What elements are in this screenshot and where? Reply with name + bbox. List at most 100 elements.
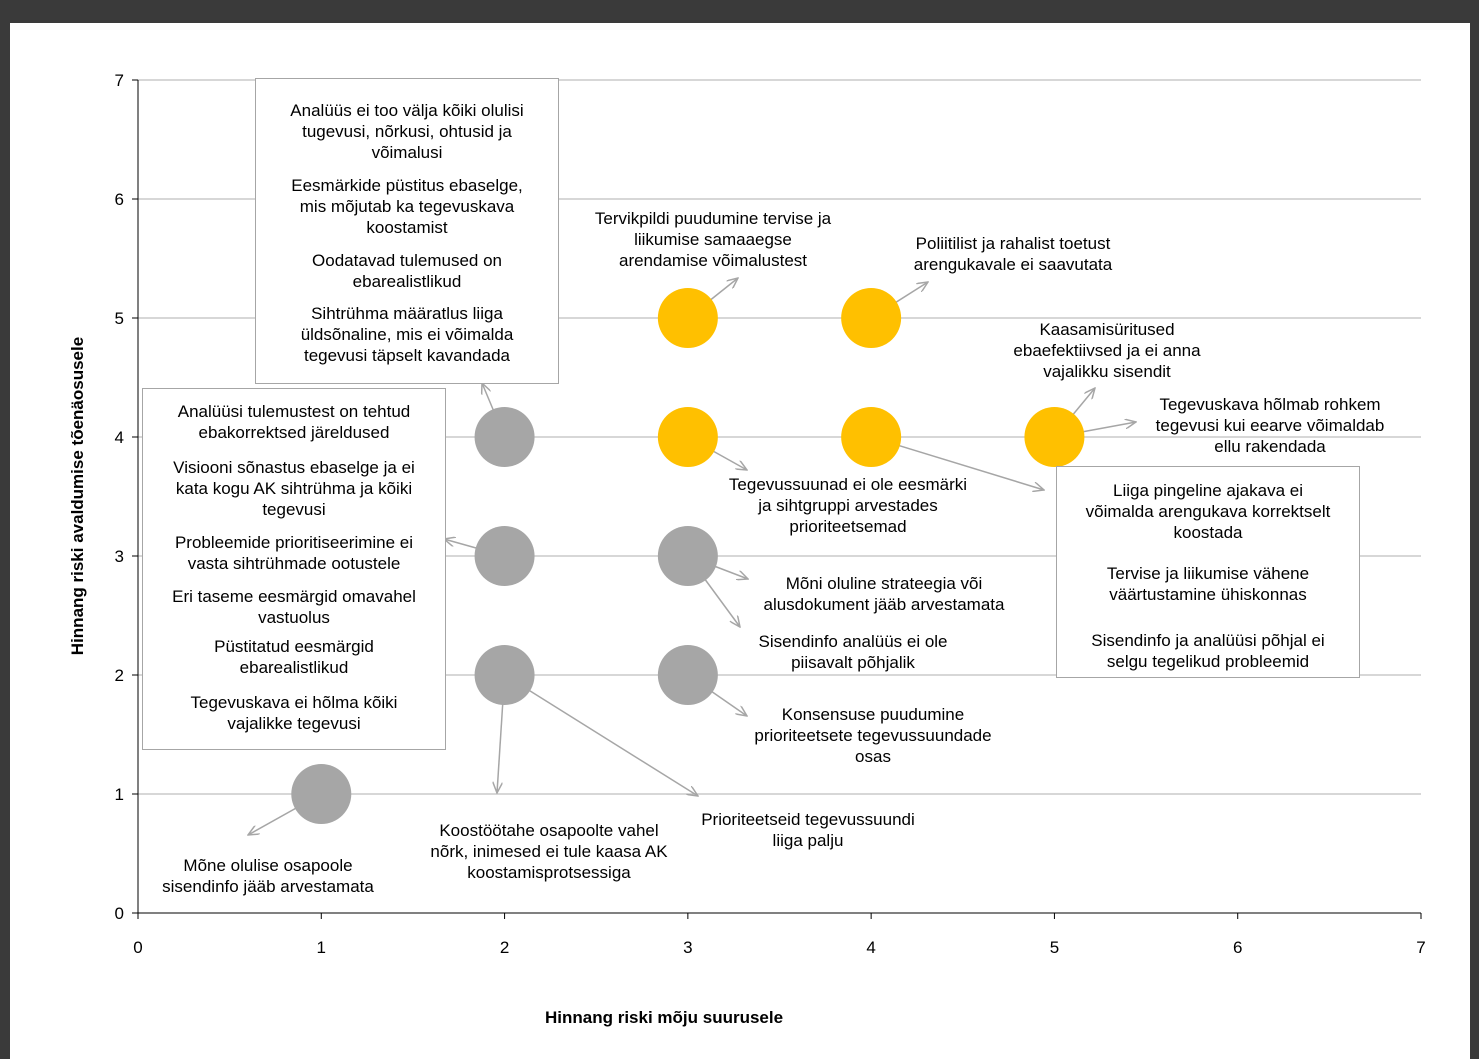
- y-tick-label: 7: [115, 71, 124, 90]
- box-item-line: Visiooni sõnastus ebaselge ja ei: [173, 458, 415, 477]
- label-line: vajalikku sisendit: [1043, 362, 1171, 381]
- box-item-line: Analüüsi tulemustest on tehtud: [177, 402, 411, 421]
- box-item-line: ebarealistlikud: [352, 272, 462, 291]
- label-strateegia: Mõni oluline strateegia või alusdokument …: [684, 573, 1084, 615]
- y-tick-label: 5: [115, 309, 124, 328]
- label-tegevuskava-rohkem: Tegevuskava hõlmab rohkem tegevusi kui ee…: [1070, 394, 1470, 457]
- box-item-line: võimalusi: [371, 143, 443, 162]
- box-item-line: koostamist: [366, 218, 448, 237]
- label-line: arengukavale ei saavutata: [913, 255, 1113, 274]
- box-item-line: Liiga pingeline ajakava ei: [1113, 481, 1303, 500]
- box-item-line: Tervise ja liikumise vähene: [1106, 564, 1310, 583]
- box-item-line: väärtustamine ühiskonnas: [1109, 585, 1307, 604]
- box-item-line: Probleemide prioritiseerimine ei: [174, 533, 414, 552]
- x-tick-label: 6: [1233, 938, 1242, 957]
- label-osapoole: Mõne olulise osapoole sisendinfo jääb arv…: [68, 855, 468, 897]
- box-item-line: võimalda arengukava korrektselt: [1085, 502, 1331, 521]
- data-point: [657, 288, 718, 348]
- label-line: ja sihtgruppi arvestades: [758, 496, 938, 515]
- label-konsensus: Konsensuse puudumine prioriteetsete tegev…: [673, 704, 1073, 767]
- label-line: nõrk, inimesed ei tule kaasa AK: [430, 842, 668, 861]
- label-line: arendamise võimalustest: [618, 251, 808, 270]
- label-line: osas: [855, 747, 891, 766]
- label-tervikpildi: Tervikpildi puudumine tervise ja liikumis…: [513, 208, 913, 271]
- label-prioriteetseid: Prioriteetseid tegevussuundi liiga palju: [608, 809, 1008, 851]
- box-item-line: vajalikke tegevusi: [227, 714, 361, 733]
- data-point: [841, 288, 902, 348]
- label-line: alusdokument jääb arvestamata: [763, 595, 1005, 614]
- label-line: liiga palju: [772, 831, 844, 850]
- label-line: Tegevuskava hõlmab rohkem: [1159, 395, 1381, 414]
- data-point: [657, 526, 718, 586]
- x-tick-label: 4: [866, 938, 875, 957]
- x-tick-label: 2: [500, 938, 509, 957]
- box-item-line: Oodatavad tulemused on: [312, 251, 502, 270]
- box-item-line: Tegevuskava ei hõlma kõiki: [190, 693, 398, 712]
- label-line: Mõne olulise osapoole: [183, 856, 353, 875]
- box-item-line: vastuolus: [258, 608, 330, 627]
- data-point: [474, 645, 535, 705]
- box-item-line: Püstitatud eesmärgid: [214, 637, 374, 656]
- x-tick-label: 7: [1416, 938, 1425, 957]
- label-line: liikumise samaaegse: [634, 230, 792, 249]
- left-box: Analüüsi tulemustest on tehtud ebakorrekt…: [142, 388, 446, 750]
- box-item-line: kata kogu AK sihtrühma ja kõiki: [175, 479, 413, 498]
- box-item-line: tegevusi täpselt kavandada: [303, 346, 511, 365]
- label-line: Mõni oluline strateegia või: [785, 574, 983, 593]
- data-point: [657, 645, 718, 705]
- y-tick-label: 3: [115, 547, 124, 566]
- box-item-line: vasta sihtrühmade ootustele: [187, 554, 401, 573]
- x-tick-label: 1: [317, 938, 326, 957]
- y-tick-label: 0: [115, 904, 124, 923]
- right-box: Liiga pingeline ajakava ei võimalda areng…: [1056, 466, 1360, 678]
- label-line: sisendinfo jääb arvestamata: [162, 877, 374, 896]
- label-line: Tegevussuunad ei ole eesmärki: [728, 475, 968, 494]
- top-box: Analüüs ei too välja kõiki olulisi tugevu…: [255, 78, 559, 384]
- label-line: ellu rakendada: [1214, 437, 1326, 456]
- box-item-line: üldsõnaline, mis ei võimalda: [300, 325, 514, 344]
- label-line: Koostöötahe osapoolte vahel: [439, 821, 659, 840]
- y-tick-label: 1: [115, 785, 124, 804]
- x-axis-title: Hinnang riski mõju suurusele: [545, 1008, 784, 1027]
- data-point: [1024, 407, 1085, 467]
- label-line: prioriteetsemad: [789, 517, 907, 536]
- x-tick-label: 0: [133, 938, 142, 957]
- label-line: Prioriteetseid tegevussuundi: [701, 810, 915, 829]
- label-line: Tervikpildi puudumine tervise ja: [594, 209, 832, 228]
- label-koostootahe: Koostöötahe osapoolte vahel nõrk, inimese…: [349, 820, 749, 883]
- box-item-line: Analüüs ei too välja kõiki olulisi: [290, 101, 524, 120]
- annotation-arrow: [870, 436, 1044, 490]
- box-item-line: Eesmärkide püstitus ebaselge,: [291, 176, 523, 195]
- label-line: piisavalt põhjalik: [791, 653, 915, 672]
- box-item-line: koostada: [1173, 523, 1243, 542]
- box-item-line: selgu tegelikud probleemid: [1106, 652, 1310, 671]
- data-point: [291, 764, 352, 824]
- box-item-line: Sisendinfo ja analüüsi põhjal ei: [1091, 631, 1325, 650]
- label-kaasamis: Kaasamisüritused ebaefektiivsed ja ei ann…: [907, 319, 1307, 382]
- box-item-line: tegevusi: [262, 500, 326, 519]
- box-item-line: ebakorrektsed järeldused: [198, 423, 390, 442]
- box-item-line: Eri taseme eesmärgid omavahel: [172, 587, 416, 606]
- data-point: [657, 407, 718, 467]
- box-item-line: mis mõjutab ka tegevuskava: [299, 197, 515, 216]
- label-line: ebaefektiivsed ja ei anna: [1013, 341, 1201, 360]
- data-point: [474, 526, 535, 586]
- y-tick-label: 4: [115, 428, 124, 447]
- label-line: prioriteetsete tegevussuundade: [754, 726, 992, 745]
- label-line: tegevusi kui eearve võimaldab: [1155, 416, 1385, 435]
- label-line: Sisendinfo analüüs ei ole: [758, 632, 948, 651]
- x-tick-label: 5: [1050, 938, 1059, 957]
- box-item-line: ebarealistlikud: [239, 658, 349, 677]
- box-item-line: Sihtrühma määratlus liiga: [311, 304, 503, 323]
- y-tick-label: 6: [115, 190, 124, 209]
- chart-canvas: 0 1 2 3 4 5 6 7 0 1 2 3 4 5 6 7 Hinnang riski avaldumis…: [10, 23, 1470, 1059]
- data-point: [841, 407, 902, 467]
- label-line: Poliitilist ja rahalist toetust: [915, 234, 1111, 253]
- x-tick-label: 3: [683, 938, 692, 957]
- label-tegevussuunad: Tegevussuunad ei ole eesmärki ja sihtgrup…: [648, 474, 1048, 537]
- label-line: koostamisprotsessiga: [467, 863, 631, 882]
- label-poliitilist: Poliitilist ja rahalist toetust arengukav…: [813, 233, 1213, 275]
- label-line: Kaasamisüritused: [1039, 320, 1175, 339]
- y-tick-label: 2: [115, 666, 124, 685]
- y-axis-title: Hinnang riski avaldumise tõenäosusele: [68, 336, 87, 656]
